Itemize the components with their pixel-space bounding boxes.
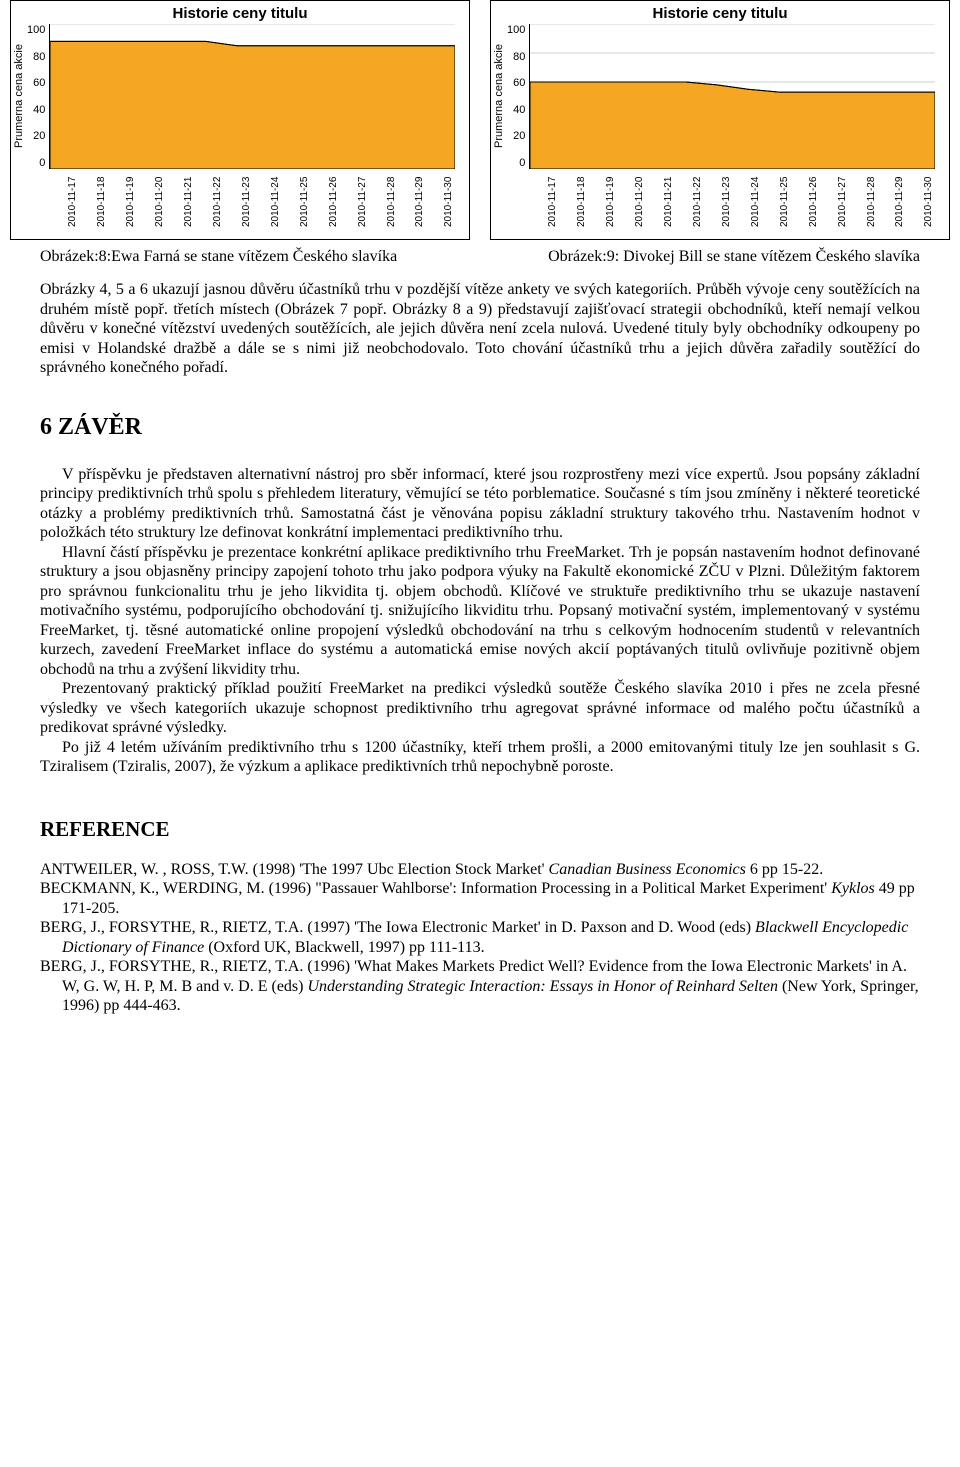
x-tick-label: 2010-11-23 xyxy=(223,169,252,239)
y-tick-label: 60 xyxy=(27,77,45,89)
y-tick-label: 40 xyxy=(27,104,45,116)
y-axis-ticks: 100 80 60 40 20 0 xyxy=(507,24,529,169)
zaver-p2: Hlavní částí příspěvku je prezentace kon… xyxy=(40,543,920,680)
y-tick-label: 80 xyxy=(27,51,45,63)
caption-row: Obrázek:8:Ewa Farná se stane vítězem Čes… xyxy=(0,240,960,270)
plot-area xyxy=(529,24,934,169)
x-tick-label: 2010-11-23 xyxy=(703,169,732,239)
ref-loc: 6 pp 15-22. xyxy=(750,861,823,878)
x-tick-label: 2010-11-18 xyxy=(78,169,107,239)
x-tick-label: 2010-11-28 xyxy=(848,169,877,239)
intro-paragraph-block: Obrázky 4, 5 a 6 ukazují jasnou důvěru ú… xyxy=(0,270,960,388)
y-tick-label: 60 xyxy=(507,77,525,89)
x-tick-label: 2010-11-18 xyxy=(558,169,587,239)
x-tick-label: 2010-11-25 xyxy=(281,169,310,239)
x-tick-label: 2010-11-22 xyxy=(674,169,703,239)
x-tick-label: 2010-11-26 xyxy=(790,169,819,239)
x-tick-label: 2010-11-24 xyxy=(252,169,281,239)
caption-right: Obrázek:9: Divokej Bill se stane vítězem… xyxy=(548,248,920,266)
y-tick-label: 20 xyxy=(27,130,45,142)
ref-title: 'The 1997 Ubc Election Stock Market' xyxy=(299,861,544,878)
ref-authors: BERG, J., FORSYTHE, R., RIETZ, T.A. xyxy=(40,919,303,936)
ref-authors: BERG, J., FORSYTHE, R., RIETZ, T.A. xyxy=(40,958,303,975)
x-tick-label: 2010-11-29 xyxy=(876,169,905,239)
y-tick-label: 100 xyxy=(507,24,525,36)
y-tick-label: 80 xyxy=(507,51,525,63)
chart-right: Historie ceny tituluPrumerna cena akcie1… xyxy=(490,0,950,240)
zaver-p4: Po již 4 letém užíváním prediktivního tr… xyxy=(40,738,920,777)
reference-entry: BERG, J., FORSYTHE, R., RIETZ, T.A. (199… xyxy=(40,957,920,1016)
chart-title: Historie ceny titulu xyxy=(11,1,469,24)
zaver-p1: V příspěvku je představen alternativní n… xyxy=(40,465,920,543)
x-tick-label: 2010-11-20 xyxy=(616,169,645,239)
chart-title: Historie ceny titulu xyxy=(491,1,949,24)
x-tick-label: 2010-11-19 xyxy=(107,169,136,239)
ref-year: (1998) xyxy=(253,861,296,878)
x-axis-ticks: 2010-11-172010-11-182010-11-192010-11-20… xyxy=(49,169,454,239)
x-tick-label: 2010-11-29 xyxy=(396,169,425,239)
reference-entry: BERG, J., FORSYTHE, R., RIETZ, T.A. (199… xyxy=(40,918,920,957)
intro-paragraph: Obrázky 4, 5 a 6 ukazují jasnou důvěru ú… xyxy=(40,280,920,378)
x-tick-label: 2010-11-27 xyxy=(339,169,368,239)
ref-source: Kyklos xyxy=(831,880,875,897)
x-tick-label: 2010-11-28 xyxy=(368,169,397,239)
x-tick-label: 2010-11-21 xyxy=(645,169,674,239)
ref-title: "Passauer Wahlborse': Information Proces… xyxy=(315,880,827,897)
x-tick-label: 2010-11-24 xyxy=(732,169,761,239)
x-tick-label: 2010-11-17 xyxy=(49,169,78,239)
caption-left: Obrázek:8:Ewa Farná se stane vítězem Čes… xyxy=(40,248,397,266)
y-tick-label: 0 xyxy=(507,157,525,169)
y-axis-label: Prumerna cena akcie xyxy=(11,24,27,169)
x-tick-label: 2010-11-26 xyxy=(310,169,339,239)
ref-title: 'The Iowa Electronic Market' in D. Paxso… xyxy=(354,919,751,936)
ref-authors: ANTWEILER, W. , ROSS, T.W. xyxy=(40,861,249,878)
reference-entry: ANTWEILER, W. , ROSS, T.W. (1998) 'The 1… xyxy=(40,860,920,880)
x-tick-label: 2010-11-17 xyxy=(529,169,558,239)
reference-entry: BECKMANN, K., WERDING, M. (1996) "Passau… xyxy=(40,879,920,918)
y-axis-label: Prumerna cena akcie xyxy=(491,24,507,169)
references-list: ANTWEILER, W. , ROSS, T.W. (1998) 'The 1… xyxy=(0,860,960,1036)
x-tick-label: 2010-11-20 xyxy=(136,169,165,239)
x-tick-label: 2010-11-19 xyxy=(587,169,616,239)
x-tick-label: 2010-11-30 xyxy=(425,169,454,239)
x-tick-label: 2010-11-25 xyxy=(761,169,790,239)
zaver-block: V příspěvku je představen alternativní n… xyxy=(0,455,960,787)
x-axis-ticks: 2010-11-172010-11-182010-11-192010-11-20… xyxy=(529,169,934,239)
ref-authors: BECKMANN, K., WERDING, M. xyxy=(40,880,265,897)
y-tick-label: 0 xyxy=(27,157,45,169)
chart-left: Historie ceny tituluPrumerna cena akcie1… xyxy=(10,0,470,240)
area-series xyxy=(50,41,455,169)
section-heading-reference: REFERENCE xyxy=(0,787,960,860)
ref-year: (1996) xyxy=(307,958,350,975)
ref-loc: (Oxford UK, Blackwell, 1997) pp 111-113. xyxy=(208,939,484,956)
plot-area xyxy=(49,24,454,169)
y-axis-ticks: 100 80 60 40 20 0 xyxy=(27,24,49,169)
x-tick-label: 2010-11-21 xyxy=(165,169,194,239)
y-tick-label: 20 xyxy=(507,130,525,142)
zaver-p3: Prezentovaný praktický příklad použití F… xyxy=(40,679,920,738)
ref-source: Understanding Strategic Interaction: Ess… xyxy=(307,978,777,995)
ref-year: (1997) xyxy=(307,919,350,936)
ref-year: (1996) xyxy=(269,880,312,897)
y-tick-label: 40 xyxy=(507,104,525,116)
ref-source: Canadian Business Economics xyxy=(549,861,746,878)
x-tick-label: 2010-11-22 xyxy=(194,169,223,239)
chart-row: Historie ceny tituluPrumerna cena akcie1… xyxy=(0,0,960,240)
y-tick-label: 100 xyxy=(27,24,45,36)
x-tick-label: 2010-11-30 xyxy=(905,169,934,239)
area-series xyxy=(530,82,935,169)
section-heading-zaver: 6 ZÁVĚR xyxy=(0,388,960,455)
x-tick-label: 2010-11-27 xyxy=(819,169,848,239)
